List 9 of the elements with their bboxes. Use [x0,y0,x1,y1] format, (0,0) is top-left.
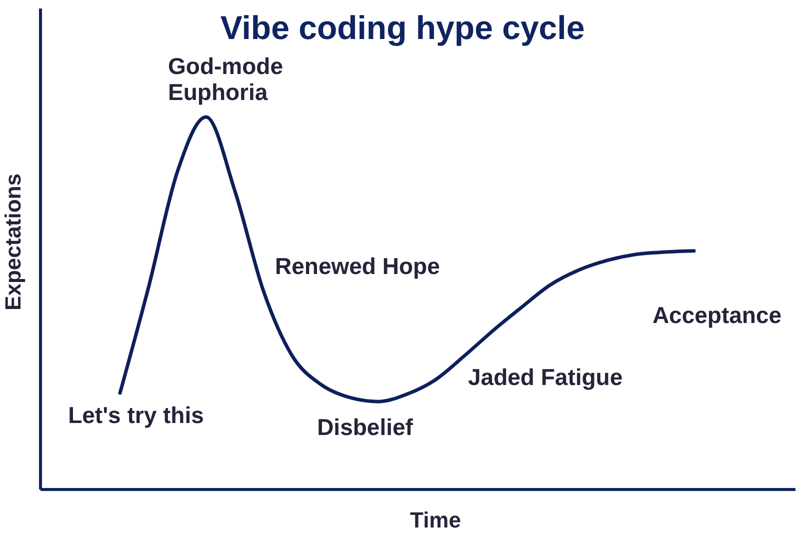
text: God-mode Euphoria [168,53,283,105]
annotation: Renewed Hope [275,253,440,279]
y-axis-title: Expectations [0,174,26,310]
x-axis-title: Time [410,508,461,532]
annotation: Let's try this [68,402,204,428]
annotation: Acceptance [652,302,782,328]
chart-title: Vibe coding hype cycle [220,9,585,46]
annotation: Disbelief [317,414,414,440]
annotation: Jaded Fatigue [468,364,623,390]
